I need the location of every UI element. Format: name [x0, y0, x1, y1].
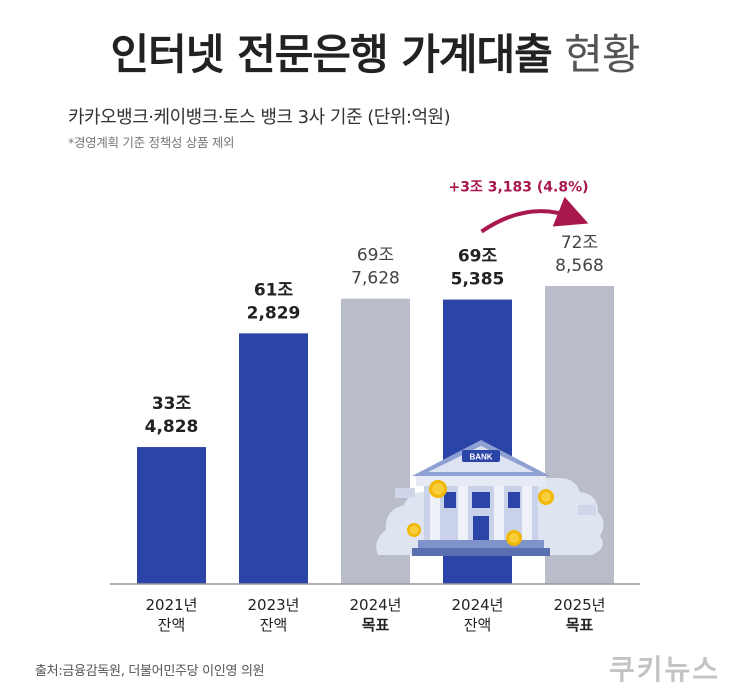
chart-note: *경영계획 기준 정책성 상품 제외 — [68, 135, 235, 150]
category-label-year: 2025년 — [554, 596, 606, 614]
annotation-arrow — [480, 196, 589, 234]
bank-window — [472, 492, 490, 508]
bank-architrave — [416, 476, 546, 486]
category-label-year: 2024년 — [350, 596, 402, 614]
value-label-bottom: 5,385 — [451, 270, 505, 290]
value-label-bottom: 8,568 — [555, 256, 604, 276]
category-label-type: 잔액 — [464, 616, 492, 634]
coin-icon — [429, 480, 447, 498]
bank-step-bottom — [412, 548, 550, 556]
bank-door — [473, 516, 489, 540]
value-label-top: 69조 — [458, 247, 498, 267]
category-label-type: 목표 — [362, 616, 390, 634]
bank-column — [430, 486, 440, 540]
bank-illustration: BANK — [376, 440, 604, 556]
source-note: 출처:금융감독원, 더불어민주당 이인영 의원 — [35, 664, 265, 679]
bank-step-middle — [418, 540, 544, 548]
value-label-bottom: 7,628 — [351, 269, 400, 289]
coin-icon — [538, 489, 554, 505]
value-label-top: 69조 — [357, 246, 394, 266]
title-main: 인터넷 전문은행 가계대출 — [110, 30, 553, 79]
category-label-type: 목표 — [566, 616, 594, 634]
bar-2 — [239, 333, 308, 584]
bar-1 — [137, 447, 206, 584]
title-suffix: 현황 — [564, 30, 640, 79]
coin-icon — [407, 523, 421, 537]
page-title: 인터넷 전문은행 가계대출 현황 — [0, 30, 750, 80]
bank-window — [444, 492, 456, 508]
bank-sign — [462, 450, 500, 462]
category-label-year: 2023년 — [248, 596, 300, 614]
category-label-year: 2024년 — [452, 596, 504, 614]
coin-icon — [506, 530, 522, 546]
value-label-bottom: 4,828 — [145, 417, 199, 437]
bank-window — [508, 492, 520, 508]
value-label-top: 33조 — [152, 394, 192, 414]
bank-sign-label: BANK — [469, 453, 492, 462]
value-label-top: 72조 — [561, 233, 598, 253]
bank-column — [458, 486, 468, 540]
value-label-top: 61조 — [254, 280, 294, 300]
growth-annotation: +3조 3,183 (4.8%) — [448, 180, 589, 234]
cloud-block — [578, 505, 596, 515]
value-label-bottom: 2,829 — [247, 303, 301, 323]
bank-column — [494, 486, 504, 540]
annotation-label: +3조 3,183 (4.8%) — [448, 180, 588, 196]
category-label-year: 2021년 — [146, 596, 198, 614]
cloud-block — [395, 488, 415, 498]
category-label-type: 잔액 — [158, 616, 186, 634]
chart-subtitle: 카카오뱅크·케이뱅크·토스 뱅크 3사 기준 (단위:억원) — [68, 107, 451, 128]
category-label-type: 잔액 — [260, 616, 288, 634]
bank-column — [522, 486, 532, 540]
brand-logo: 쿠키뉴스 — [608, 653, 720, 686]
